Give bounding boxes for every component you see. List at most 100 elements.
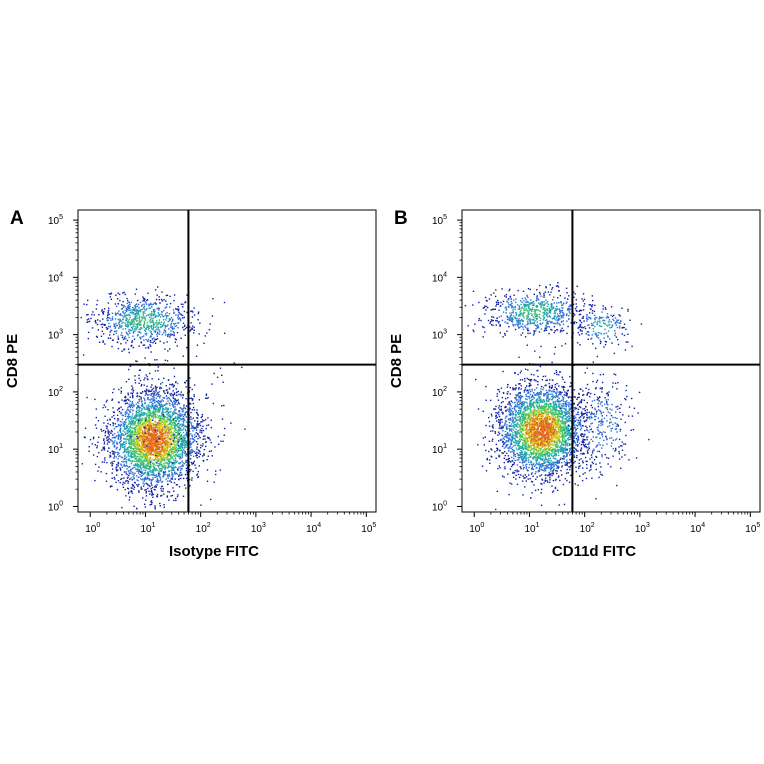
data-point: [106, 427, 108, 430]
data-point: [211, 455, 213, 457]
data-point: [158, 395, 160, 397]
data-point: [100, 471, 102, 473]
data-point: [167, 400, 169, 402]
data-point: [152, 450, 154, 452]
data-point: [89, 439, 92, 441]
data-point: [134, 318, 137, 320]
data-point: [154, 431, 156, 433]
data-point: [117, 465, 119, 467]
data-point: [536, 315, 539, 317]
data-point: [125, 448, 128, 450]
data-point: [172, 464, 174, 466]
data-point: [126, 410, 128, 412]
data-point: [148, 447, 150, 449]
data-point: [192, 450, 194, 452]
data-point: [118, 410, 121, 413]
data-point: [567, 298, 569, 300]
data-point: [166, 341, 168, 343]
data-point: [155, 431, 157, 434]
data-point: [156, 493, 159, 496]
data-point: [109, 331, 111, 333]
data-point: [126, 320, 129, 322]
data-point: [137, 419, 139, 421]
data-point: [136, 468, 138, 471]
data-point: [142, 465, 144, 467]
data-point: [131, 452, 133, 454]
data-point: [172, 446, 174, 448]
data-point: [115, 467, 117, 469]
data-point: [209, 323, 211, 325]
data-point: [124, 433, 127, 435]
data-point: [515, 311, 517, 314]
data-point: [140, 458, 143, 460]
data-point: [139, 423, 142, 425]
data-point: [180, 434, 183, 436]
data-point: [132, 306, 134, 309]
data-point: [549, 294, 551, 296]
data-point: [170, 333, 172, 335]
data-point: [121, 506, 123, 509]
data-point: [147, 397, 149, 399]
data-point: [110, 292, 113, 294]
data-point: [121, 460, 123, 463]
data-point: [123, 423, 126, 426]
data-point: [175, 394, 178, 396]
data-point: [119, 448, 122, 450]
data-point: [159, 404, 162, 407]
data-point: [119, 319, 121, 321]
data-point: [144, 467, 146, 469]
data-point: [529, 309, 531, 311]
data-point: [168, 397, 170, 399]
data-point: [154, 452, 156, 454]
data-point: [111, 319, 114, 321]
data-point: [123, 465, 125, 467]
data-point: [131, 479, 133, 481]
data-point: [174, 471, 176, 473]
data-point: [592, 324, 594, 326]
data-point: [535, 325, 538, 327]
data-point: [196, 344, 199, 346]
x-tick-label: 104: [306, 522, 321, 535]
data-point: [186, 346, 188, 349]
data-point: [139, 392, 142, 394]
data-point: [183, 434, 185, 437]
data-point: [146, 394, 149, 396]
data-point: [114, 423, 116, 425]
data-point: [121, 408, 124, 411]
data-point: [119, 314, 122, 316]
data-point: [144, 437, 146, 439]
data-point: [173, 332, 175, 334]
data-point: [168, 491, 171, 493]
data-point: [128, 330, 130, 333]
data-point: [164, 348, 166, 350]
data-point: [167, 418, 169, 420]
data-point: [161, 467, 163, 470]
data-point: [117, 423, 120, 426]
data-point: [197, 414, 199, 417]
data-point: [525, 304, 528, 306]
data-point: [155, 449, 157, 451]
data-point: [166, 474, 168, 476]
data-point: [151, 434, 153, 437]
data-point: [166, 398, 168, 400]
data-point: [144, 455, 146, 457]
data-point: [210, 419, 212, 421]
data-point: [94, 321, 97, 323]
data-point: [166, 456, 169, 458]
data-point: [109, 456, 111, 458]
data-point: [208, 450, 211, 453]
data-point: [106, 461, 108, 464]
data-point: [186, 442, 188, 445]
data-point: [172, 423, 174, 425]
data-point: [154, 420, 156, 422]
data-point: [154, 425, 156, 427]
data-point: [118, 327, 120, 330]
data-point: [111, 318, 113, 320]
data-point: [161, 333, 163, 336]
data-point: [153, 309, 155, 311]
data-point: [166, 453, 168, 455]
data-point: [170, 456, 172, 458]
data-point: [154, 331, 156, 333]
data-point: [165, 443, 167, 445]
data-point: [160, 326, 162, 328]
